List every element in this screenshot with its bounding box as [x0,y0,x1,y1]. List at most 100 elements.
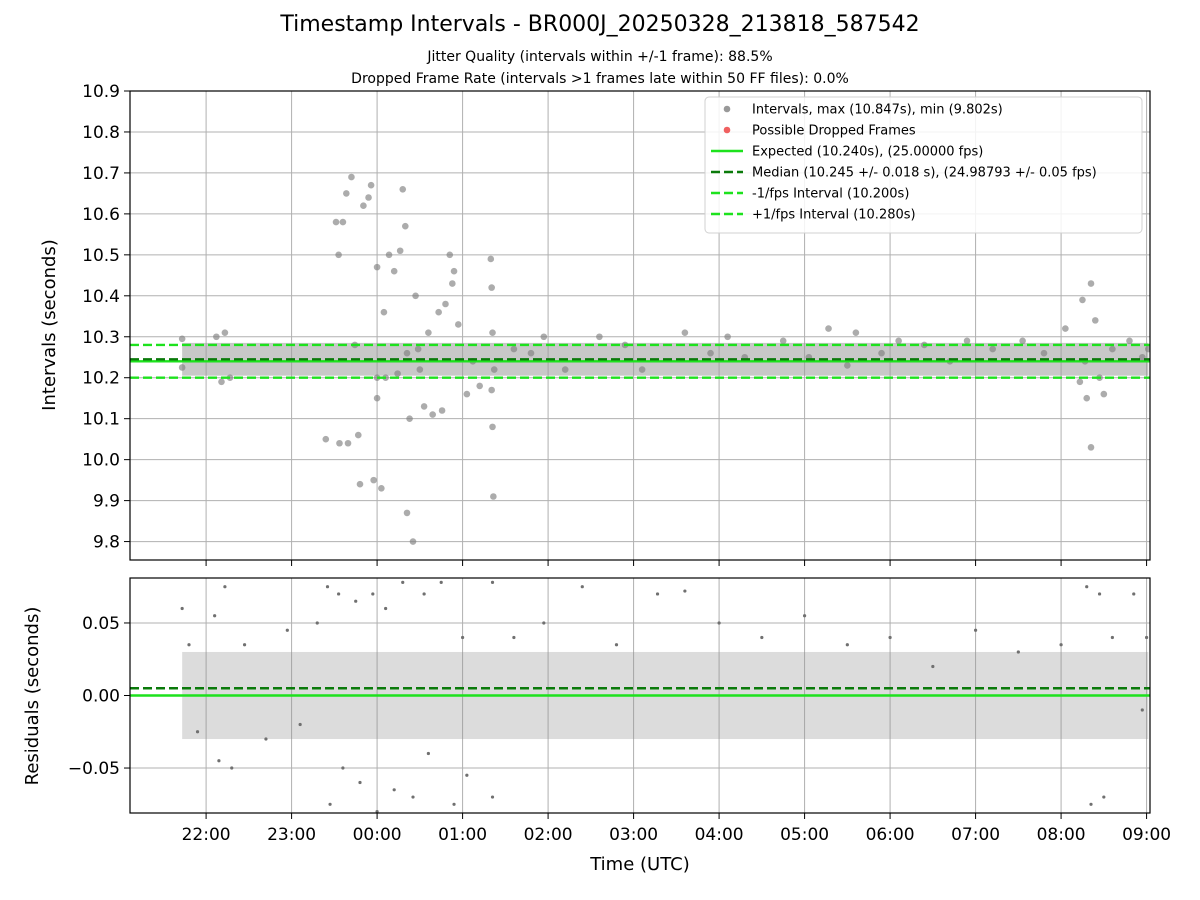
residual-point [490,580,495,584]
residual-point [1016,650,1020,654]
interval-point [370,476,377,484]
interval-point [435,308,442,316]
residual-point [315,621,319,625]
residual-point [802,614,807,618]
interval-point [489,423,496,431]
top-y-tick-label: 10.9 [82,82,120,102]
interval-point [446,251,454,259]
interval-point [390,267,398,275]
interval-point [322,435,330,443]
interval-point [449,280,456,287]
interval-point [406,415,413,422]
interval-point [221,329,229,336]
interval-point [226,374,234,382]
interval-point [213,333,220,341]
interval-point [412,292,419,300]
interval-point [963,337,971,345]
x-tick-label: 22:00 [182,825,231,845]
interval-point [360,202,367,209]
interval-point [402,222,409,230]
interval-point [218,378,225,386]
top-y-tick-label: 10.0 [82,451,120,471]
interval-point [1100,390,1108,398]
residual-point [973,628,978,632]
interval-point [1144,345,1150,353]
residual-point [655,592,660,596]
interval-point [1040,349,1048,357]
interval-point [487,255,495,263]
top-y-tick-label: 10.6 [82,205,120,225]
interval-point [681,329,689,336]
residual-point [460,635,465,640]
interval-point [450,267,458,275]
top-points [178,173,1150,545]
residual-point [337,592,341,596]
interval-point [779,337,787,345]
interval-point [488,386,495,394]
residual-point [1144,635,1149,640]
residual-point [1085,585,1089,589]
chart-subtitle-jitter: Jitter Quality (intervals within +/-1 fr… [427,49,773,65]
residual-point [392,788,396,792]
residual-point [931,664,935,669]
x-tick-label: 06:00 [866,825,915,845]
interval-point [1109,345,1116,353]
interval-point [825,325,832,332]
interval-point [463,390,471,398]
legend-dot-marker [723,105,731,113]
residual-point [230,766,234,770]
interval-point [1091,317,1099,324]
residual-point [845,643,849,647]
interval-point [1087,280,1095,287]
x-axis-label: Time (UTC) [589,854,690,875]
top-y-tick-label: 10.4 [82,287,120,307]
interval-point [332,218,340,226]
interval-point [1019,337,1026,345]
x-tick-label: 05:00 [780,825,829,845]
x-tick-label: 09:00 [1122,825,1171,845]
interval-point [414,345,422,353]
interval-point [1139,353,1146,361]
interval-point [438,407,446,414]
interval-point [396,247,404,255]
residual-point [614,643,619,647]
legend-dot-marker [723,126,731,134]
bottom-y-tick-label: −0.05 [68,759,120,779]
interval-point [989,345,996,353]
interval-point [339,218,347,226]
top-y-tick-label: 10.7 [82,164,120,184]
top-y-tick-label: 10.3 [82,328,120,348]
axes: 9.8 9.9 10.0 10.1 10.2 10.3 10.4 10.5 10.6 10.7 10… [68,82,1171,845]
bottom-reference-lines [130,687,1150,697]
top-y-tick-label: 10.1 [82,410,120,430]
residual-point [341,766,345,770]
interval-point [1083,394,1091,402]
top-y-tick-label: 9.8 [93,533,120,553]
x-tick-label: 04:00 [695,825,744,845]
interval-point [707,349,714,357]
residual-point [217,759,221,763]
chart-title: Timestamp Intervals - BR000J_20250328_21… [280,12,920,37]
legend: Intervals, max (10.847s), min (9.802s) Po… [704,96,1143,234]
interval-point [878,349,885,357]
interval-point [336,439,343,447]
interval-point [1087,444,1095,451]
interval-point [399,186,407,193]
interval-point [343,190,350,197]
interval-point [1126,337,1133,345]
residual-point [760,635,764,640]
legend-box [704,96,1143,234]
interval-point [429,411,436,418]
interval-point [490,493,497,500]
residual-point [180,606,184,611]
residual-point [195,730,200,734]
residual-point [512,635,516,640]
residual-point [452,802,456,806]
residual-point [223,585,227,589]
bottom-y-axis-label: Residuals (seconds) [22,607,43,786]
interval-point [724,333,731,341]
interval-point [373,394,381,402]
interval-point [385,251,393,259]
x-tick-label: 02:00 [524,825,573,845]
x-tick-label: 00:00 [353,825,402,845]
